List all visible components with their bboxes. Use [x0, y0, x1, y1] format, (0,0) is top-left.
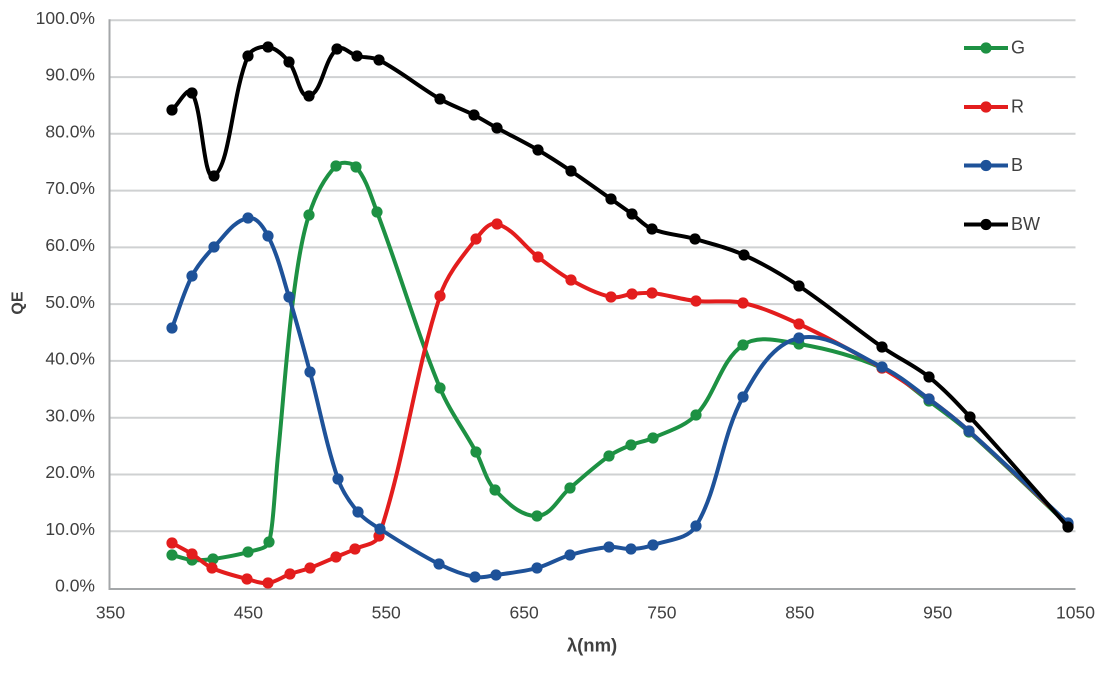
svg-text:70.0%: 70.0% [45, 178, 95, 198]
svg-text:750: 750 [647, 603, 676, 623]
svg-text:QE: QE [10, 291, 27, 314]
svg-text:40.0%: 40.0% [45, 349, 95, 369]
svg-text:50.0%: 50.0% [45, 292, 95, 312]
svg-text:100.0%: 100.0% [36, 8, 95, 28]
svg-text:450: 450 [234, 603, 263, 623]
svg-text:850: 850 [785, 603, 814, 623]
svg-text:R: R [1011, 97, 1024, 117]
svg-text:30.0%: 30.0% [45, 405, 95, 425]
svg-text:0.0%: 0.0% [55, 576, 95, 596]
svg-text:550: 550 [372, 603, 401, 623]
svg-text:1050: 1050 [1056, 603, 1095, 623]
svg-text:950: 950 [923, 603, 952, 623]
svg-text:10.0%: 10.0% [45, 519, 95, 539]
svg-text:20.0%: 20.0% [45, 462, 95, 482]
svg-text:B: B [1011, 155, 1023, 175]
svg-text:350: 350 [96, 603, 125, 623]
svg-text:BW: BW [1011, 214, 1040, 234]
svg-text:G: G [1011, 38, 1025, 58]
svg-text:60.0%: 60.0% [45, 235, 95, 255]
svg-text:λ(nm): λ(nm) [567, 635, 617, 656]
svg-text:90.0%: 90.0% [45, 65, 95, 85]
svg-text:80.0%: 80.0% [45, 121, 95, 141]
svg-text:650: 650 [509, 603, 538, 623]
